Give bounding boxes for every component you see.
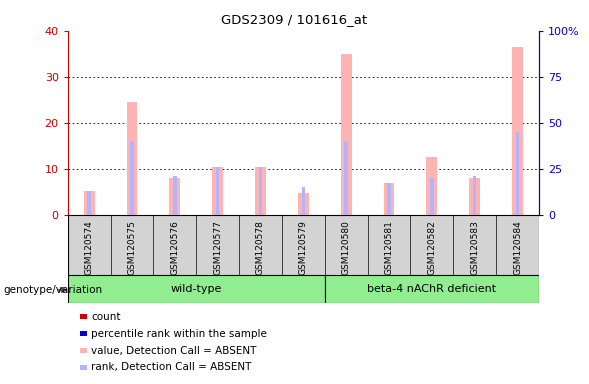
Text: beta-4 nAChR deficient: beta-4 nAChR deficient bbox=[368, 284, 497, 294]
Bar bbox=[130, 141, 134, 215]
Text: count: count bbox=[91, 312, 121, 322]
Text: GSM120574: GSM120574 bbox=[85, 220, 94, 275]
Bar bbox=[255, 167, 266, 215]
Text: GDS2309 / 101616_at: GDS2309 / 101616_at bbox=[221, 13, 368, 26]
Text: genotype/variation: genotype/variation bbox=[3, 285, 102, 295]
Text: GSM120575: GSM120575 bbox=[127, 220, 137, 275]
Bar bbox=[341, 54, 352, 215]
Bar bbox=[259, 167, 262, 215]
Bar bbox=[68, 275, 325, 303]
Bar bbox=[512, 47, 523, 215]
Text: GSM120584: GSM120584 bbox=[513, 220, 522, 275]
Text: GSM120583: GSM120583 bbox=[470, 220, 479, 275]
Text: GSM120577: GSM120577 bbox=[213, 220, 222, 275]
Bar bbox=[216, 167, 219, 215]
Bar bbox=[302, 187, 305, 215]
Bar bbox=[87, 191, 91, 215]
Bar bbox=[127, 102, 137, 215]
Bar bbox=[469, 178, 480, 215]
Bar bbox=[173, 176, 177, 215]
Bar bbox=[325, 275, 539, 303]
Text: GSM120581: GSM120581 bbox=[385, 220, 393, 275]
Bar bbox=[383, 183, 395, 215]
Bar bbox=[388, 183, 391, 215]
Bar bbox=[473, 176, 477, 215]
Bar bbox=[84, 191, 94, 215]
Bar bbox=[426, 157, 437, 215]
Text: wild-type: wild-type bbox=[171, 284, 222, 294]
Text: GSM120579: GSM120579 bbox=[299, 220, 308, 275]
Bar bbox=[170, 178, 180, 215]
Text: GSM120578: GSM120578 bbox=[256, 220, 265, 275]
Text: GSM120580: GSM120580 bbox=[342, 220, 350, 275]
Bar bbox=[516, 132, 519, 215]
Bar bbox=[430, 178, 434, 215]
Bar bbox=[345, 141, 348, 215]
Text: GSM120576: GSM120576 bbox=[170, 220, 179, 275]
Text: rank, Detection Call = ABSENT: rank, Detection Call = ABSENT bbox=[91, 362, 252, 372]
Text: value, Detection Call = ABSENT: value, Detection Call = ABSENT bbox=[91, 346, 257, 356]
Bar bbox=[298, 193, 309, 215]
Text: percentile rank within the sample: percentile rank within the sample bbox=[91, 329, 267, 339]
Text: GSM120582: GSM120582 bbox=[428, 220, 436, 275]
Bar bbox=[212, 167, 223, 215]
